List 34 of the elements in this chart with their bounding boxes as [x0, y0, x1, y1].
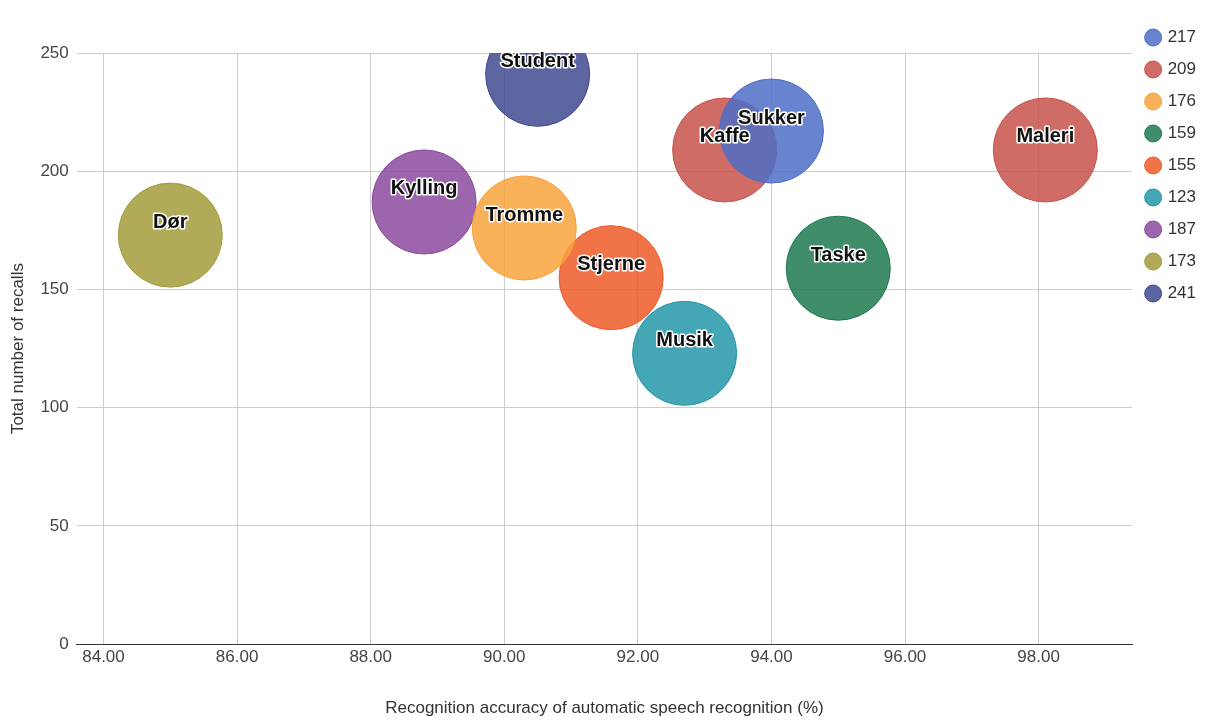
annotation: Musik [656, 327, 714, 350]
legend-label: 123 [1167, 187, 1197, 207]
x-tick-label: 86.00 [215, 647, 259, 667]
y-tick-label: 200 [40, 160, 69, 180]
x-axis-title: Recognition accuracy of automatic speech recognition (%) [385, 698, 824, 718]
y-tick-label: 0 [59, 633, 69, 653]
y-axis-title: Total number of recalls [7, 263, 27, 435]
y-tick-label: 250 [40, 42, 69, 62]
legend-label: 241 [1167, 283, 1197, 303]
legend-label: 173 [1167, 251, 1197, 271]
legend-label: 209 [1167, 59, 1197, 79]
x-tick-label: 90.00 [482, 647, 526, 667]
annotation: Taske [810, 242, 866, 265]
annotation: Maleri [1016, 124, 1075, 147]
annotation: Tromme [485, 202, 564, 225]
x-tick-label: 94.00 [750, 647, 793, 667]
legend-label: 176 [1167, 91, 1197, 111]
x-tick-label: 98.00 [1017, 647, 1060, 667]
y-tick-label: 100 [40, 397, 69, 417]
y-tick-label: 150 [40, 279, 69, 299]
annotation: Student [500, 48, 576, 71]
legend-label: 159 [1167, 123, 1197, 143]
x-tick-label: 92.00 [616, 647, 660, 667]
x-tick-label: 96.00 [883, 647, 927, 667]
legend-label: 187 [1167, 219, 1197, 239]
x-tick-label: 84.00 [82, 647, 125, 667]
legend-label: 155 [1167, 155, 1197, 175]
annotation: Dør [153, 209, 188, 232]
legend-label: 217 [1167, 27, 1197, 47]
y-tick-label: 50 [49, 515, 69, 535]
annotation: Sukker [738, 105, 806, 128]
annotation: Kylling [390, 176, 458, 199]
annotation: Stjerne [577, 252, 646, 275]
x-tick-label: 88.00 [349, 647, 392, 667]
